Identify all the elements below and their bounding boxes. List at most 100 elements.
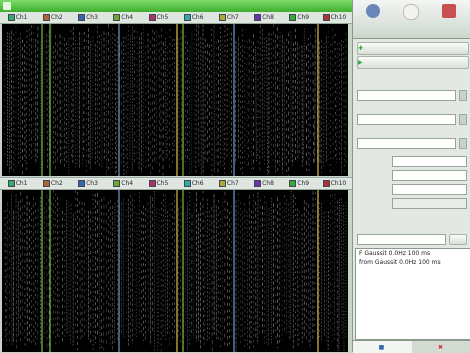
- side-tabs: ■ ✖: [353, 340, 470, 353]
- play-icon: ▶: [358, 59, 363, 66]
- channel-header[interactable]: Ch8: [246, 178, 281, 189]
- side-button-2[interactable]: ▶: [357, 56, 469, 69]
- channel-header[interactable]: Ch7: [211, 178, 246, 189]
- channel-swatch: [43, 14, 50, 21]
- channel-header[interactable]: Ch7: [211, 12, 246, 23]
- channel-label: Ch2: [51, 180, 63, 187]
- channel-label: Ch6: [192, 14, 204, 21]
- channel-label: Ch5: [157, 180, 169, 187]
- channel-swatch: [8, 14, 15, 21]
- channel-swatch: [184, 180, 191, 187]
- channel-swatch: [113, 180, 120, 187]
- filter-field[interactable]: [357, 234, 446, 245]
- channel-header[interactable]: Ch4: [106, 12, 141, 23]
- channel-header[interactable]: Ch6: [176, 12, 211, 23]
- filter-row: [357, 234, 467, 245]
- channel-label: Ch9: [297, 14, 309, 21]
- toolbar-button-1[interactable]: [355, 2, 391, 36]
- channel-header[interactable]: Ch3: [70, 12, 105, 23]
- channel-label: Ch5: [157, 14, 169, 21]
- param-input-3: [357, 138, 467, 149]
- side-panel: ✚ ▶ F: [352, 0, 470, 352]
- title-bar: [0, 0, 352, 12]
- spin-button-1[interactable]: [459, 90, 467, 101]
- channel-label: Ch1: [16, 180, 28, 187]
- tab-1-icon: ■: [379, 344, 385, 351]
- channel-header[interactable]: Ch4: [106, 178, 141, 189]
- channel-label: Ch7: [227, 180, 239, 187]
- channel-swatch: [289, 180, 296, 187]
- param-field-2[interactable]: [357, 114, 456, 125]
- channel-swatch: [78, 14, 85, 21]
- channel-swatch: [254, 14, 261, 21]
- channel-label: Ch8: [262, 180, 274, 187]
- channel-header[interactable]: Ch6: [176, 178, 211, 189]
- channel-header[interactable]: Ch1: [0, 12, 35, 23]
- channel-header[interactable]: Ch1: [0, 178, 35, 189]
- channel-header[interactable]: Ch10: [317, 12, 352, 23]
- channel-header[interactable]: Ch9: [282, 178, 317, 189]
- channel-label: Ch3: [86, 180, 98, 187]
- eeg-trace-area-bottom[interactable]: [2, 190, 348, 352]
- channel-swatch: [184, 14, 191, 21]
- channel-header[interactable]: Ch9: [282, 12, 317, 23]
- channel-label: Ch4: [121, 180, 133, 187]
- stop-icon: [442, 4, 456, 18]
- channel-bar-bottom: Ch1 Ch2 Ch3 Ch4 Ch5 Ch6 Ch7 Ch8 Ch9 Ch10: [0, 178, 352, 190]
- app-icon: [3, 2, 11, 10]
- channel-swatch: [149, 180, 156, 187]
- eeg-trace-area-top[interactable]: [2, 24, 348, 176]
- channel-label: Ch8: [262, 14, 274, 21]
- side-button-1[interactable]: ✚: [357, 42, 469, 55]
- filter-button[interactable]: [449, 234, 467, 245]
- tab-1[interactable]: ■: [353, 341, 412, 353]
- channel-swatch: [8, 180, 15, 187]
- channel-swatch: [219, 180, 226, 187]
- spin-button-3[interactable]: [459, 138, 467, 149]
- channel-swatch: [219, 14, 226, 21]
- channel-swatch: [254, 180, 261, 187]
- channel-header[interactable]: Ch3: [70, 178, 105, 189]
- eeg-traces: [5, 24, 346, 176]
- channel-header[interactable]: Ch5: [141, 12, 176, 23]
- toolbar-button-2[interactable]: [393, 2, 429, 36]
- select-row-4: [357, 198, 467, 209]
- param-field-3[interactable]: [357, 138, 456, 149]
- notes-line-1: F Gaussit 0.0Hz 100 ms: [356, 249, 470, 258]
- select-1[interactable]: [392, 156, 467, 167]
- select-3[interactable]: [392, 184, 467, 195]
- channel-swatch: [289, 14, 296, 21]
- select-4[interactable]: [392, 198, 467, 209]
- channel-label: Ch7: [227, 14, 239, 21]
- select-row-2: [357, 170, 467, 181]
- channel-swatch: [149, 14, 156, 21]
- param-input-2: [357, 114, 467, 125]
- channel-header[interactable]: Ch2: [35, 178, 70, 189]
- channel-header[interactable]: Ch10: [317, 178, 352, 189]
- channel-label: Ch10: [331, 14, 347, 21]
- select-2[interactable]: [392, 170, 467, 181]
- channel-label: Ch10: [331, 180, 347, 187]
- eeg-traces: [5, 190, 346, 352]
- channel-label: Ch9: [297, 180, 309, 187]
- channel-swatch: [323, 180, 330, 187]
- spin-button-2[interactable]: [459, 114, 467, 125]
- tab-2[interactable]: ✖: [412, 341, 470, 353]
- notes-textarea[interactable]: F Gaussit 0.0Hz 100 ms from Gaussit 0.0H…: [355, 248, 470, 340]
- channel-label: Ch2: [51, 14, 63, 21]
- param-field-1[interactable]: [357, 90, 456, 101]
- select-row-3: [357, 184, 467, 195]
- channel-header[interactable]: Ch8: [246, 12, 281, 23]
- toolbar: [353, 0, 470, 39]
- light-icon: [403, 4, 419, 20]
- add-icon: ✚: [358, 45, 363, 52]
- channel-header[interactable]: Ch2: [35, 12, 70, 23]
- channel-header[interactable]: Ch5: [141, 178, 176, 189]
- channel-swatch: [78, 180, 85, 187]
- param-input-1: [357, 90, 467, 101]
- channel-swatch: [113, 14, 120, 21]
- channel-label: Ch1: [16, 14, 28, 21]
- toolbar-button-3[interactable]: [431, 2, 467, 36]
